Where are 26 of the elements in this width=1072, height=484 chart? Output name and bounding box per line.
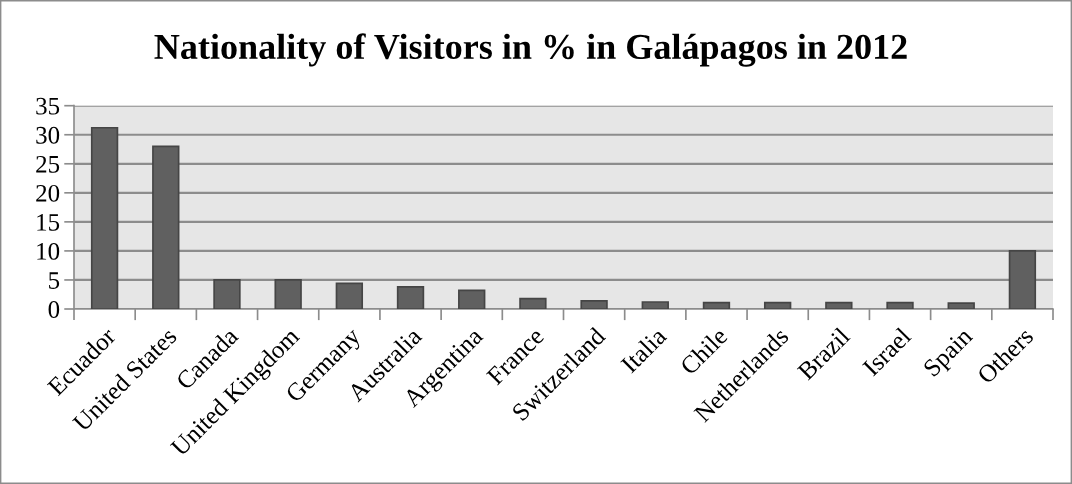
- bar: [458, 289, 486, 309]
- y-tick-label: 25: [36, 155, 60, 173]
- bar: [396, 286, 425, 309]
- chart-title: Nationality of Visitors in % in Galápagos in 2012: [154, 33, 907, 67]
- bar: [1008, 250, 1037, 309]
- x-tick-label: Italia: [619, 325, 668, 374]
- y-tick-label: 15: [37, 214, 60, 231]
- bar: [580, 300, 608, 309]
- y-tick-label: 35: [36, 97, 60, 115]
- y-tick-label: 20: [36, 184, 60, 202]
- bar: [213, 279, 241, 309]
- bar: [825, 301, 853, 309]
- bar: [274, 279, 302, 309]
- y-tick-label: 0: [48, 301, 60, 318]
- bar: [152, 145, 180, 309]
- bar: [886, 301, 914, 309]
- bar: [90, 126, 119, 309]
- bar: [702, 301, 731, 309]
- bar: [763, 301, 792, 309]
- bar: [519, 297, 547, 309]
- y-tick-label: 10: [37, 242, 60, 260]
- y-tick-label: 5: [49, 272, 60, 289]
- y-tick-label: 30: [36, 126, 60, 144]
- bar: [335, 282, 364, 309]
- bar: [641, 301, 669, 309]
- bar: [947, 302, 975, 309]
